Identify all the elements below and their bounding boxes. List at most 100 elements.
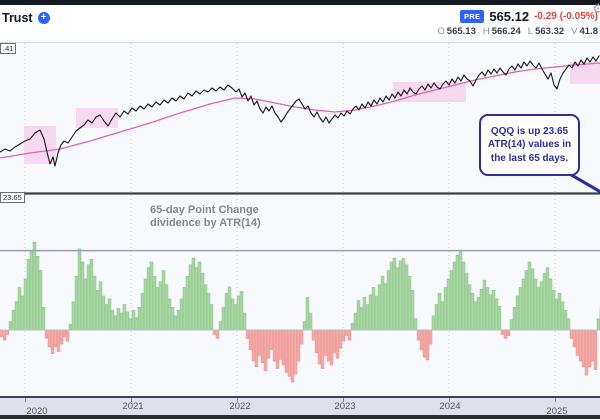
histogram-bar-positive	[377, 284, 382, 331]
histogram-bar-positive	[458, 249, 463, 331]
axis-tick	[25, 398, 26, 402]
gear-icon[interactable]: ⚙	[592, 1, 600, 16]
histogram-bar-negative	[56, 329, 61, 352]
annotation-callout[interactable]: QQQ is up 23.65 ATR(14) values in the la…	[479, 114, 580, 176]
histogram-bar-positive	[539, 281, 544, 331]
histogram-bar-positive	[404, 264, 409, 331]
histogram-bar-positive	[137, 307, 142, 331]
histogram-bar-positive	[410, 290, 415, 331]
histogram-bar-positive	[173, 315, 178, 331]
histogram-bar-negative	[245, 329, 250, 339]
histogram-bar-positive	[485, 287, 490, 331]
histogram-bar-positive	[530, 268, 535, 331]
histogram-bar-negative	[506, 329, 511, 336]
histogram-bar-positive	[188, 264, 193, 331]
histogram-bar-negative	[584, 329, 589, 376]
histogram-bar-negative	[284, 329, 289, 373]
histogram-bar-negative	[422, 329, 427, 358]
histogram-bar-negative	[278, 329, 283, 360]
ohlcv-row: O 565.13 H 566.24 L 563.32 V 41.8	[437, 26, 598, 37]
open-stat: O 565.13	[437, 26, 475, 37]
histogram-bar-negative	[44, 329, 49, 339]
histogram-bar-negative	[503, 329, 508, 339]
histogram-bar-positive	[383, 283, 388, 331]
histogram-bar-negative	[338, 329, 343, 349]
histogram-bar-negative	[296, 329, 301, 362]
histogram-bar-negative	[572, 329, 577, 348]
histogram-bar-positive	[134, 317, 139, 331]
histogram-bar-negative	[47, 329, 52, 348]
histogram-bar-negative	[347, 329, 352, 341]
histogram-bar-positive	[41, 307, 46, 331]
histogram-bar-positive	[482, 279, 487, 331]
low-label: L	[527, 26, 534, 37]
time-axis[interactable]: 2020 2021 2022 2023 2024 2025	[0, 396, 600, 417]
histogram-bar-positive	[152, 275, 157, 331]
histogram-bar-positive	[92, 275, 97, 331]
histogram-bar-positive	[122, 304, 127, 331]
histogram-bar-positive	[398, 260, 403, 331]
histogram-bar-positive	[524, 270, 529, 331]
histogram-bar-positive	[554, 298, 559, 331]
histogram-bar-negative	[254, 329, 259, 368]
annotation-line3: the last 65 days.	[490, 152, 569, 164]
price-and-indicator-chart[interactable]	[0, 40, 600, 396]
histogram-bar-positive	[110, 309, 115, 331]
histogram-bar-positive	[413, 318, 418, 331]
histogram-bar-positive	[515, 295, 520, 331]
histogram-bar-negative	[593, 329, 598, 370]
histogram-bar-positive	[11, 309, 16, 331]
histogram-bar-positive	[395, 267, 400, 331]
high-label: H	[482, 26, 490, 37]
histogram-bar-positive	[125, 311, 130, 331]
histogram-bar-positive	[170, 307, 175, 331]
highlight-zone	[24, 126, 56, 164]
histogram-bar-positive	[161, 270, 166, 331]
indicator-title: 65-day Point Change dividence by ATR(14)	[150, 204, 261, 230]
histogram-bar-positive	[380, 275, 385, 331]
histogram-bar-positive	[185, 275, 190, 331]
histogram-bar-positive	[227, 286, 232, 331]
histogram-bar-positive	[71, 301, 76, 331]
histogram-bar-positive	[29, 250, 34, 331]
histogram-bar-positive	[440, 301, 445, 331]
histogram-bar-negative	[578, 329, 583, 362]
histogram-bar-negative	[251, 329, 256, 362]
histogram-bar-positive	[20, 295, 25, 331]
histogram-bar-positive	[389, 261, 394, 331]
moving-average-line	[0, 62, 600, 159]
highlight-zone	[76, 108, 118, 128]
histogram-bar-positive	[353, 312, 358, 331]
add-compare-button[interactable]: +	[37, 12, 50, 24]
histogram-bar-negative	[323, 329, 328, 356]
histogram-bar-positive	[26, 258, 31, 331]
histogram-bar-positive	[368, 294, 373, 331]
histogram-bar-positive	[167, 298, 172, 331]
low-stat: L 563.32	[528, 26, 564, 37]
histogram-bar-positive	[95, 290, 100, 331]
histogram-bar-negative	[428, 329, 433, 345]
histogram-bar-positive	[536, 287, 541, 331]
histogram-bar-positive	[32, 241, 37, 331]
year-label-2024: 2024	[439, 401, 461, 412]
histogram-bar-positive	[464, 273, 469, 331]
histogram-bar-positive	[179, 298, 184, 331]
histogram-bar-positive	[455, 254, 460, 331]
histogram-bar-negative	[311, 329, 316, 341]
histogram-bar-positive	[107, 298, 112, 331]
histogram-bar-positive	[473, 301, 478, 331]
quote-header: Trust + PRE 565.12 -0.29 (-0.05%) O 565.1…	[0, 1, 600, 40]
histogram-bar-positive	[104, 304, 109, 331]
histogram-bar-positive	[233, 304, 238, 331]
histogram-bar-positive	[8, 321, 13, 331]
histogram-bar-positive	[356, 300, 361, 331]
histogram-bar-positive	[452, 261, 457, 331]
histogram-bar-positive	[407, 275, 412, 331]
histogram-bar-negative	[269, 329, 274, 351]
histogram-bar-negative	[590, 329, 595, 362]
histogram-bar-negative	[335, 329, 340, 359]
histogram-bar-positive	[560, 301, 565, 331]
histogram-bar-positive	[206, 292, 211, 331]
histogram-bar-positive	[386, 270, 391, 331]
